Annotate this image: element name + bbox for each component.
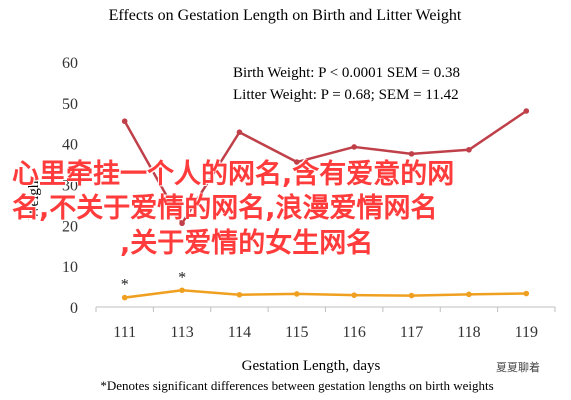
data-point [121, 118, 128, 125]
data-point [236, 129, 243, 136]
y-axis-label: Weight [26, 176, 42, 220]
x-tick-label: 117 [400, 324, 423, 341]
data-point [294, 291, 300, 297]
x-tick-label: 111 [113, 324, 136, 341]
y-tick-label: 40 [62, 137, 78, 154]
overlay-text-line-1: 心里牵挂一个人的网名,含有爱意的网 [12, 159, 455, 190]
overlay-text-line-2: 名,不关于爱情的网名,浪漫爱情网名 [12, 193, 438, 224]
x-tick-label: 118 [457, 324, 480, 341]
data-point [408, 151, 415, 157]
stats-line: Birth Weight: P < 0.0001 SEM = 0.38 [233, 65, 460, 81]
data-point [408, 292, 415, 299]
chart-series [121, 108, 530, 301]
significance-marker: * [178, 269, 186, 286]
chart-title: Effects on Gestation Length on Birth and… [109, 7, 462, 24]
chart-axes: 0 10 20 30 40 50 60 111 113 114 115 116 117 118 119 [62, 55, 556, 341]
stats-line: Litter Weight: P = 0.68; SEM = 11.42 [233, 87, 459, 103]
data-point [179, 220, 185, 227]
x-tick-label: 114 [228, 324, 251, 341]
x-tick-label: 113 [170, 324, 193, 341]
x-tick-label: 119 [515, 324, 538, 341]
data-point [179, 287, 185, 294]
data-point [466, 291, 472, 298]
y-tick-label: 20 [62, 218, 78, 235]
data-point [523, 108, 530, 114]
footnote: *Denotes significant differences between… [100, 378, 493, 393]
series-line [124, 289, 527, 299]
data-point [294, 159, 300, 165]
data-point [351, 144, 357, 150]
overlay-text-line-3: ,关于爱情的女生网名 [120, 228, 374, 259]
x-tick-label: 116 [342, 324, 365, 341]
data-point [523, 290, 530, 297]
data-point [351, 292, 357, 298]
series-line [123, 109, 528, 225]
y-tick-label: 50 [62, 96, 78, 113]
y-tick-label: 10 [62, 259, 78, 276]
significance-marker: * [121, 277, 129, 294]
y-tick-label: 30 [62, 178, 78, 195]
watermark: 夏夏聊着 [496, 361, 540, 374]
chart-marks: * * [121, 269, 186, 293]
x-tick-label: 115 [285, 324, 308, 341]
y-tick-label: 0 [70, 300, 78, 317]
x-axis-label: Gestation Length, days [242, 358, 381, 374]
data-point [121, 294, 128, 301]
y-tick-label: 60 [62, 55, 78, 72]
data-point [466, 146, 472, 153]
data-point [236, 291, 243, 298]
